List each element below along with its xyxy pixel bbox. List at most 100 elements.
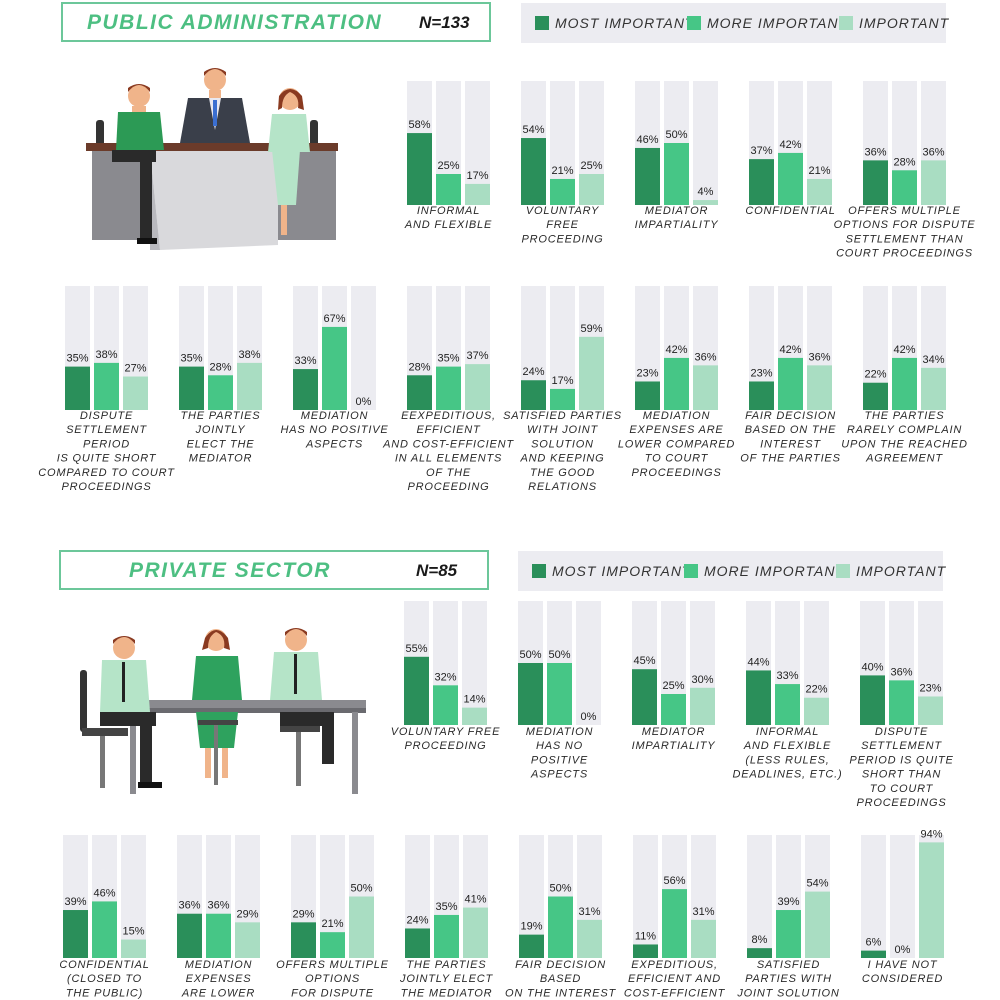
category-label: FREE [546, 219, 579, 231]
category-label: AND FLEXIBLE [404, 219, 492, 231]
bar-more [550, 388, 575, 410]
bar-group: 55% 32% 14% VOLUNTARY FREE PROCEEDING [391, 601, 499, 752]
legend-swatch-more [687, 16, 701, 30]
legend-label: IMPORTANT [856, 563, 947, 579]
data-label: 27% [124, 363, 146, 375]
category-label: EXPENSES ARE [629, 424, 723, 436]
category-label: MEDIATOR [645, 205, 708, 217]
data-label: 41% [464, 894, 486, 906]
data-label: 36% [207, 900, 229, 912]
category-label: THE MEDIATOR [401, 987, 493, 999]
legend-label: IMPORTANT [859, 15, 950, 31]
data-label: 6% [866, 937, 882, 949]
category-label: WITH JOINT [527, 424, 598, 436]
category-label: JOINTLY ELECT [399, 973, 493, 985]
data-label: 11% [635, 930, 656, 942]
legend-item-most: MOST IMPORTANT [532, 563, 691, 579]
data-label: 36% [922, 146, 944, 158]
category-label: IMPARTIALITY [632, 740, 716, 752]
bar-most [861, 950, 886, 958]
data-label: 42% [665, 344, 687, 356]
bar-important [921, 160, 946, 205]
bar-group: 50% 50% 0% MEDIATION HAS NO POSITIVE ASPECTS [518, 601, 601, 781]
data-label: 25% [437, 160, 459, 172]
category-label: IMPARTIALITY [635, 219, 719, 231]
sample-size: N=85 [416, 561, 458, 580]
category-label: OPTIONS FOR DISPUTE [834, 219, 976, 231]
bar-more [664, 143, 689, 205]
bar-more [548, 896, 573, 958]
data-label: 40% [861, 661, 883, 673]
bar-important [349, 896, 374, 958]
category-label: EFFICIENT [416, 424, 481, 436]
category-label: JOINT SOLUTION [736, 987, 839, 999]
data-label: 17% [551, 375, 573, 387]
bar-most [177, 913, 202, 958]
bar-more [206, 913, 231, 958]
category-label: AND KEEPING [520, 453, 605, 465]
data-label: 21% [551, 165, 573, 177]
bar-group: 45% 25% 30% MEDIATOR IMPARTIALITY [632, 601, 716, 752]
bar-important [691, 919, 716, 958]
bar-more [94, 362, 119, 410]
category-label: POSITIVE [531, 754, 588, 766]
bar-important [463, 907, 488, 958]
bar-more [662, 889, 687, 958]
data-label: 46% [93, 887, 115, 899]
bar-more [322, 326, 347, 410]
bar-important [921, 367, 946, 410]
legend-item-important: IMPORTANT [836, 563, 946, 579]
bar-most [747, 948, 772, 958]
data-label: 94% [920, 828, 942, 840]
bar-group: 40% 36% 23% DISPUTE SETTLEMENT PERIOD IS QUIT… [849, 601, 953, 809]
bar-important [579, 174, 604, 205]
data-label: 4% [698, 186, 714, 198]
bar-important [121, 939, 146, 958]
data-label: 42% [779, 139, 801, 151]
category-label: SOLUTION [531, 438, 594, 450]
legend-private: MOST IMPORTANT MORE IMPORTANT IMPORTANT [518, 551, 946, 591]
category-label: FAIR DECISION [515, 959, 606, 971]
bar-group: 23% 42% 36% FAIR DECISION BASED ON THE INTERE… [740, 286, 840, 465]
bar-group: 8% 39% 54% SATISFIED PARTIES WITH JOINT SOLUT… [736, 835, 839, 999]
bar-more [778, 152, 803, 205]
data-label: 31% [578, 906, 600, 918]
data-label: 21% [321, 918, 343, 930]
data-label: 59% [580, 323, 602, 335]
category-label: PROCEEDINGS [856, 797, 946, 809]
bar-group: 35% 38% 27% DISPUTE SETTLEMENT PERIOD IS QUITE… [38, 286, 174, 493]
data-label: 23% [750, 367, 772, 379]
category-label: IS QUITE SHORT [57, 453, 157, 465]
category-label: INFORMAL [756, 726, 819, 738]
bar-track [576, 601, 601, 725]
data-label: 50% [665, 129, 687, 141]
office-meeting-illustration [80, 628, 366, 794]
category-label: MEDIATION [301, 410, 369, 422]
legend-swatch-important [839, 16, 853, 30]
legend-label: MORE IMPORTANT [704, 563, 846, 579]
bar-group: 28% 35% 37% EEXPEDITIOUS, EFFICIENT AND COST-… [382, 286, 514, 493]
data-label: 23% [919, 682, 941, 694]
bar-most [863, 160, 888, 205]
data-label: 8% [752, 934, 768, 946]
bar-most [518, 663, 543, 725]
category-label: THE PUBLIC) [66, 987, 143, 999]
legend-label: MOST IMPORTANT [552, 563, 692, 579]
bar-important [919, 842, 944, 958]
bar-group: 6% 0% 94% I HAVE NOT CONSIDERED [861, 828, 944, 985]
category-label: MEDIATOR [642, 726, 705, 738]
category-label: OF THE PARTIES [740, 453, 840, 465]
data-label: 25% [662, 680, 684, 692]
data-label: 24% [406, 914, 428, 926]
category-label: BASED [540, 973, 581, 985]
data-label: 33% [776, 670, 798, 682]
category-label: JOINTLY [195, 424, 246, 436]
legend-item-important: IMPORTANT [839, 15, 949, 31]
data-label: 34% [922, 354, 944, 366]
data-label: 14% [463, 694, 485, 706]
data-label: 28% [408, 361, 430, 373]
category-label: CONFIDENTIAL [59, 959, 149, 971]
bar-more [889, 680, 914, 725]
category-label: THE PARTIES [865, 410, 945, 422]
bar-more [778, 357, 803, 410]
